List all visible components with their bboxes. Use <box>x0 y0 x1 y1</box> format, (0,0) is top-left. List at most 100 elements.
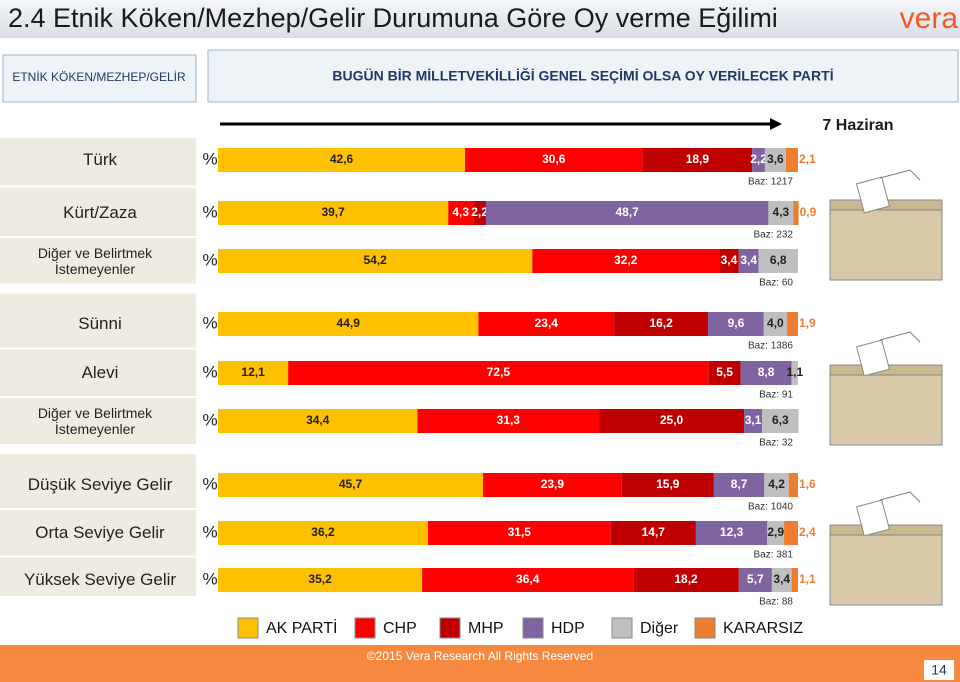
footer-band <box>0 645 960 682</box>
bar-segment <box>771 568 792 592</box>
bar-segment <box>791 361 798 385</box>
base-label: Baz: 32 <box>759 438 793 449</box>
legend-label: CHP <box>383 620 417 637</box>
bar-segment <box>218 361 289 385</box>
row-label-bg <box>0 187 196 236</box>
legend-swatch <box>439 617 461 639</box>
legend-label: Diğer <box>640 620 679 637</box>
row-label-bg <box>0 349 196 396</box>
unit-label: % <box>202 362 217 381</box>
value-label: 1,1 <box>799 572 816 586</box>
value-label: 18,9 <box>686 152 710 166</box>
category-label: Orta Seviye Gelir <box>35 523 165 542</box>
bar-segment <box>763 312 787 336</box>
value-label: 34,4 <box>306 413 330 427</box>
value-label: 8,7 <box>731 477 748 491</box>
value-label: 31,3 <box>497 413 521 427</box>
bar-segment <box>417 409 600 433</box>
value-label: 2,2 <box>471 205 488 219</box>
category-label: Yüksek Seviye Gelir <box>23 570 177 589</box>
value-label: 2,2 <box>750 152 767 166</box>
value-label: 42,6 <box>330 152 354 166</box>
base-label: Baz: 232 <box>754 230 794 241</box>
value-label: 6,3 <box>772 413 789 427</box>
bar-segment <box>532 249 720 273</box>
arrow-head <box>770 118 782 130</box>
category-label: Sünni <box>78 314 122 333</box>
bar-segment <box>448 201 474 225</box>
value-label: 16,2 <box>649 316 673 330</box>
value-label: 2,9 <box>767 525 784 539</box>
logo: vera <box>900 2 959 35</box>
right-box <box>207 49 959 103</box>
title-bar <box>0 0 960 38</box>
legend-swatch <box>522 617 544 639</box>
value-label: 35,2 <box>308 572 332 586</box>
bar-segment <box>218 148 466 172</box>
bar-segment <box>738 568 772 592</box>
value-label: 8,8 <box>758 365 775 379</box>
row-label-bg <box>0 454 196 508</box>
legend-swatch <box>354 617 376 639</box>
bar-segment <box>218 521 428 545</box>
value-label: 45,7 <box>339 477 363 491</box>
ballot-box <box>829 169 943 606</box>
value-label: 3,1 <box>745 413 762 427</box>
category-label: Diğer ve Belirtmek İstemeyenler <box>37 245 153 277</box>
bar-segment <box>791 568 798 592</box>
value-label: 12,1 <box>241 365 265 379</box>
row-label-bg <box>0 238 196 284</box>
category-label: Düşük Seviye Gelir <box>27 475 173 494</box>
copyright: ©2015 Vera Research All Rights Reserved <box>367 649 593 663</box>
bar-segment <box>784 521 798 545</box>
value-label: 1,9 <box>799 316 816 330</box>
bar-segment <box>744 409 763 433</box>
date: 7 Haziran <box>822 117 893 134</box>
row-label-bg <box>0 138 196 186</box>
unit-label: % <box>202 522 217 541</box>
unit-label: % <box>202 410 217 429</box>
bar-segment <box>738 249 759 273</box>
bar-segment <box>218 249 533 273</box>
legend-label: MHP <box>468 620 504 637</box>
bar-segment <box>478 312 615 336</box>
unit-label: % <box>202 250 217 269</box>
bar-segment <box>762 409 799 433</box>
value-label: 4,3 <box>452 205 469 219</box>
unit-label: % <box>202 313 217 332</box>
legend-swatch <box>694 617 716 639</box>
value-label: 23,4 <box>535 316 559 330</box>
legend-label: KARARSIZ <box>723 620 803 637</box>
value-label: 3,4 <box>740 253 757 267</box>
page-box <box>924 660 954 680</box>
value-label: 4,0 <box>767 316 784 330</box>
bar-segment <box>642 148 753 172</box>
value-label: 5,7 <box>747 572 764 586</box>
unit-label: % <box>202 202 217 221</box>
value-label: 3,6 <box>767 152 784 166</box>
row-label-bg <box>0 398 196 444</box>
legend-label: HDP <box>551 620 585 637</box>
base-label: Baz: 88 <box>759 597 793 608</box>
bar-segment <box>614 312 709 336</box>
legend-swatch <box>237 617 259 639</box>
unit-label: % <box>202 474 217 493</box>
value-label: 30,6 <box>542 152 566 166</box>
category-label: Diğer ve Belirtmek İstemeyenler <box>37 405 153 437</box>
bar-segment <box>218 201 449 225</box>
bar-segment <box>764 473 789 497</box>
bar-segment <box>483 473 622 497</box>
value-label: 32,2 <box>614 253 638 267</box>
value-label: 12,3 <box>720 525 744 539</box>
value-label: 36,4 <box>516 572 540 586</box>
value-label: 9,6 <box>728 316 745 330</box>
category-label: Türk <box>83 150 117 169</box>
bar-segment <box>768 201 794 225</box>
bar-segment <box>758 249 798 273</box>
row-label-bg <box>0 557 196 596</box>
value-label: 2,1 <box>799 152 816 166</box>
title: 2.4 Etnik Köken/Mezhep/Gelir Durumuna Gö… <box>8 3 778 33</box>
value-label: 1,1 <box>786 365 803 379</box>
